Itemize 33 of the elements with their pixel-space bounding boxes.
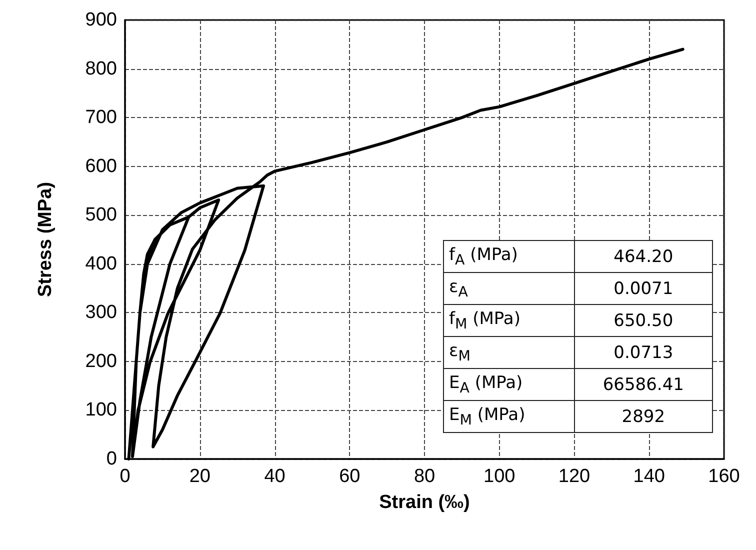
y-tick-label: 900	[85, 10, 117, 30]
x-tick-label: 60	[339, 466, 360, 487]
y-tick-label: 200	[85, 350, 117, 372]
x-tick-label: 100	[484, 466, 516, 487]
y-tick-label: 600	[85, 156, 117, 177]
y-tick-label: 700	[85, 107, 117, 128]
x-tick-label: 0	[120, 466, 130, 487]
annotation: 66586.41	[574, 368, 712, 400]
y-tick-label: 100	[85, 400, 117, 421]
x-tick-label: 20	[189, 466, 210, 487]
y-tick-label: 400	[85, 253, 117, 274]
annotation: 650.50	[574, 304, 712, 336]
x-tick-label: 120	[558, 466, 590, 487]
annotation: E$_{A}$ (MPa)	[444, 368, 574, 400]
annotation: E$_{M}$ (MPa)	[444, 400, 574, 432]
y-axis-title: Stress (MPa)	[35, 182, 56, 298]
annotation: 2892	[574, 400, 712, 432]
y-tick-label: 0	[106, 448, 117, 470]
annotation: 464.20	[574, 240, 712, 272]
annotation: ε$_{M}$	[444, 336, 574, 368]
x-axis-title: Strain (‰)	[379, 492, 470, 513]
y-tick-label: 800	[85, 58, 117, 80]
annotation: 0.0071	[574, 272, 712, 304]
y-tick-label: 500	[85, 204, 117, 226]
x-tick-label: 160	[708, 466, 740, 487]
x-tick-label: 80	[414, 466, 436, 487]
y-tick-label: 300	[85, 302, 117, 324]
annotation: ε$_{A}$	[444, 272, 574, 304]
annotation: f$_{M}$ (MPa)	[444, 304, 574, 336]
x-tick-label: 40	[264, 466, 286, 487]
annotation: 0.0713	[574, 336, 712, 368]
x-tick-label: 140	[633, 466, 665, 487]
annotation: f$_{A}$ (MPa)	[444, 240, 574, 272]
